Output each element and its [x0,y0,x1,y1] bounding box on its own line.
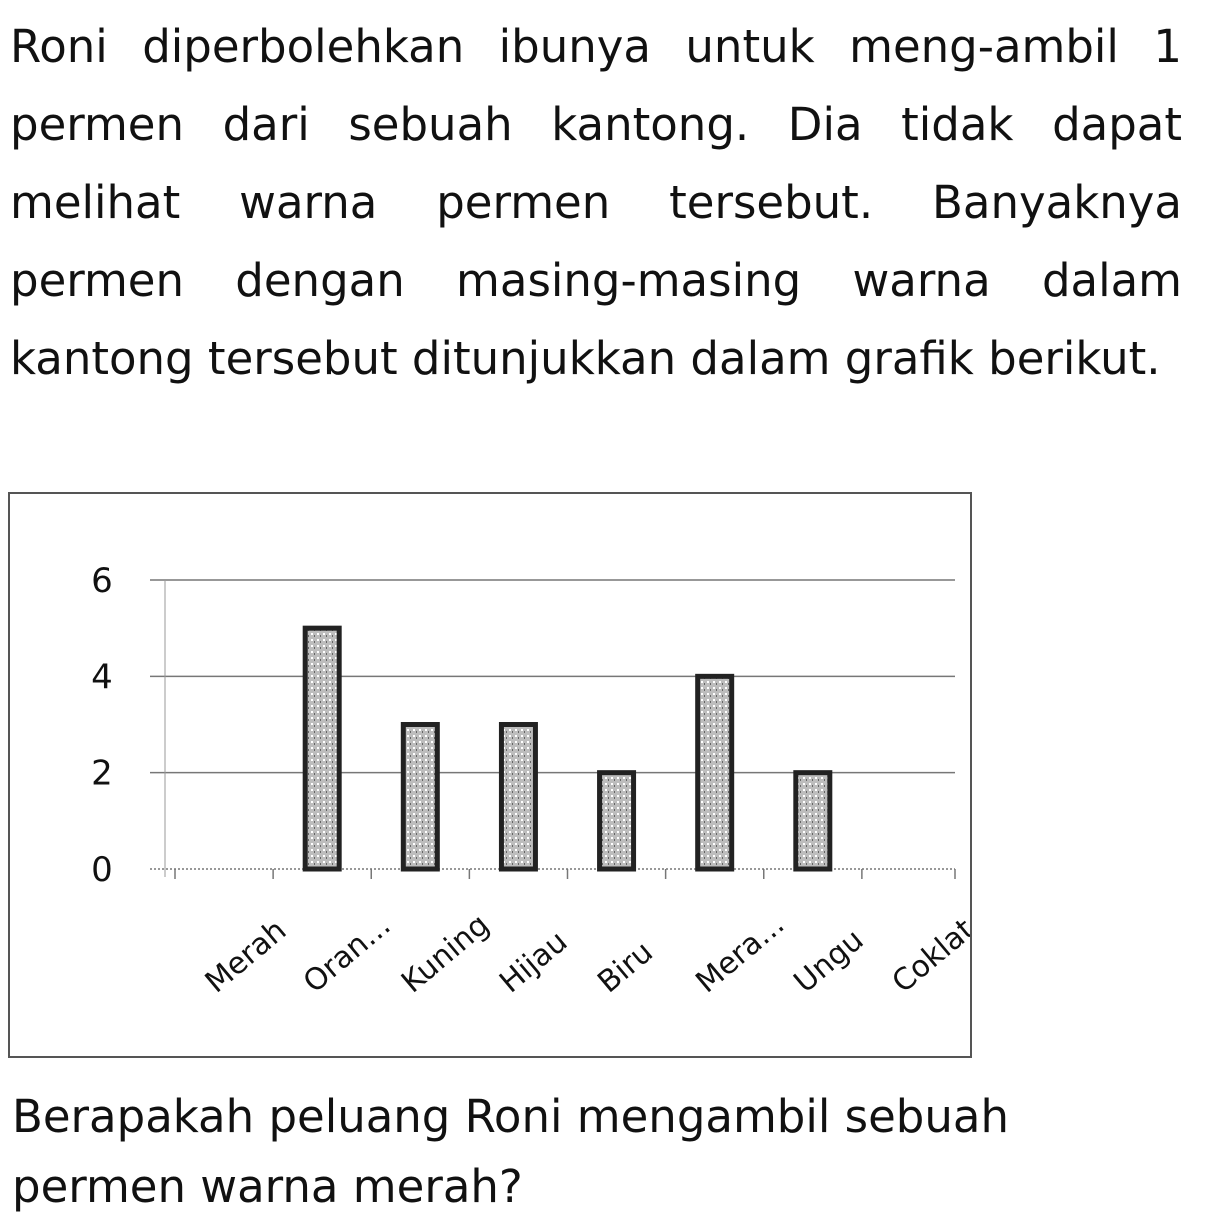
y-tick-label-0: 0 [91,850,113,890]
question-paragraph: Berapakah peluang Roni mengambil sebuah … [12,1082,1172,1222]
bar-biru [600,773,634,869]
x-label-biru: Biru [591,935,660,1001]
x-label-hijau: Hijau [493,924,574,1000]
y-tick-label-6: 6 [91,561,113,601]
x-label-ungu: Ungu [787,923,870,1001]
x-label-coklat: Coklat [886,912,970,1000]
bar-ungu [796,773,830,869]
x-label-kuning: Kuning [395,907,496,1000]
y-tick-label-4: 4 [91,657,113,697]
intro-paragraph: Roni diperbolehkan ibunya untuk meng-amb… [10,8,1182,398]
y-tick-label-2: 2 [91,754,113,794]
bar-mera [698,676,732,869]
x-label-mera: Mera... [689,907,791,1000]
bar-oran [305,628,339,869]
bar-kuning [403,725,437,870]
chart-frame: 0 2 4 6 Merah Oran... Kuning Hijau Biru Mera... Un… [8,492,972,1058]
bar-hijau [501,725,535,870]
x-label-oran: Oran... [297,908,398,1000]
x-label-merah: Merah [199,913,294,1000]
